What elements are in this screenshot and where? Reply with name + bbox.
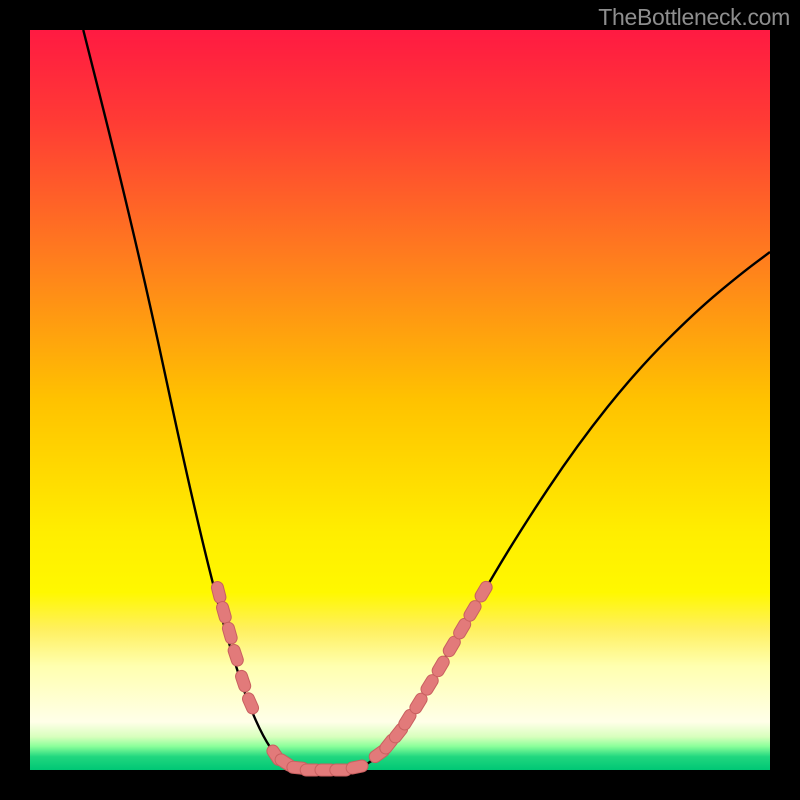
watermark-text: TheBottleneck.com bbox=[598, 4, 790, 31]
chart-svg bbox=[0, 0, 800, 800]
gradient-plot-area bbox=[30, 30, 770, 770]
